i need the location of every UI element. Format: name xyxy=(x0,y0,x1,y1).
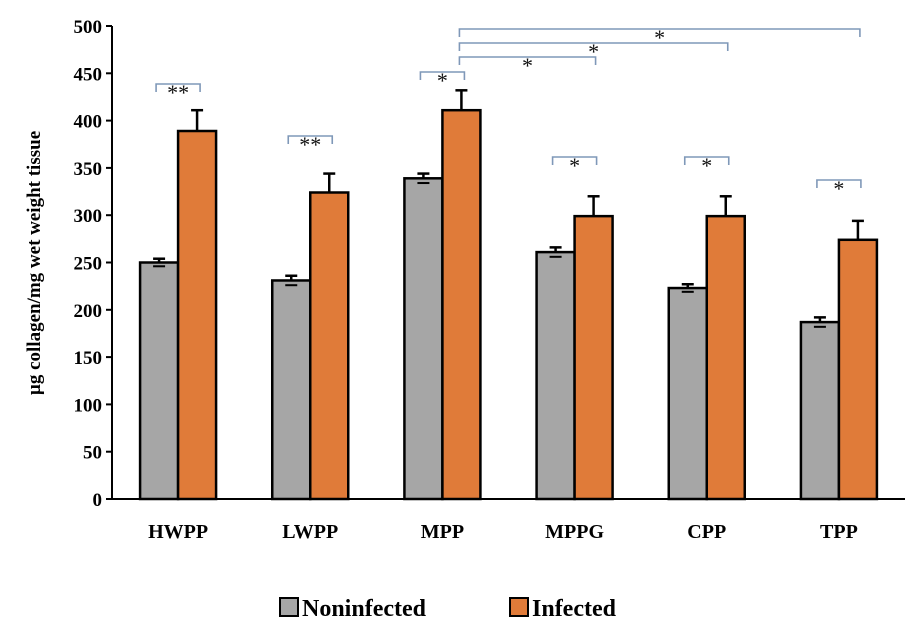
bracket-mpp-vs-cpp: * xyxy=(458,39,729,64)
bracket-within-cpp: * xyxy=(683,153,730,178)
bracket-mpp-vs-mppg: * xyxy=(458,53,597,78)
significance-label: * xyxy=(522,53,533,78)
y-tick-label: 100 xyxy=(74,395,103,416)
y-tick-label: 0 xyxy=(93,490,103,511)
bar-infected-hwpp xyxy=(176,129,218,501)
bracket-within-mpp: * xyxy=(419,68,466,93)
y-axis: 0 50 100 150 200 250 300 350 400 450 500 xyxy=(74,17,905,511)
x-axis-categories: HWPP LWPP MPP MPPG CPP TPP xyxy=(148,521,858,543)
bracket-line xyxy=(551,156,598,165)
y-tick-label: 150 xyxy=(74,348,103,369)
bar-noninfected-mpp xyxy=(403,177,444,501)
x-category-label: HWPP xyxy=(148,521,208,543)
y-tick-label: 350 xyxy=(74,159,103,180)
bars xyxy=(138,108,879,501)
y-tick-label: 250 xyxy=(74,254,103,275)
significance-label: * xyxy=(588,39,599,64)
bracket-mpp-vs-tpp: * xyxy=(458,25,861,50)
legend-item-noninfected: Noninfected xyxy=(279,596,427,622)
bar-noninfected-hwpp xyxy=(138,261,180,501)
legend-item-infected: Infected xyxy=(509,596,617,622)
bracket-line xyxy=(458,42,729,51)
significance-label: * xyxy=(654,25,665,50)
legend-label: Noninfected xyxy=(302,596,427,622)
x-category-label: TPP xyxy=(820,521,858,543)
significance-label: * xyxy=(833,176,844,201)
bracket-line xyxy=(816,179,862,188)
bracket-line xyxy=(287,135,334,144)
y-tick-label: 300 xyxy=(74,206,103,227)
bracket-line xyxy=(458,56,597,65)
legend-label: Infected xyxy=(532,596,617,622)
y-tick-label: 450 xyxy=(74,64,103,85)
significance-label: * xyxy=(701,153,712,178)
x-category-label: MPP xyxy=(421,521,464,543)
legend: Noninfected Infected xyxy=(279,596,617,622)
legend-swatch xyxy=(279,597,299,617)
bracket-within-tpp: * xyxy=(816,176,862,201)
y-tick-label: 400 xyxy=(74,112,103,133)
significance-label: * xyxy=(437,68,448,93)
y-tick-label: 200 xyxy=(74,301,103,322)
bar-noninfected-mppg xyxy=(535,250,576,501)
bar-infected-mppg xyxy=(573,214,614,501)
bar-noninfected-tpp xyxy=(799,320,841,501)
bracket-within-hwpp: ** xyxy=(155,80,201,105)
bar-infected-mpp xyxy=(441,108,482,501)
significance-label: * xyxy=(569,153,580,178)
bracket-line xyxy=(419,71,466,80)
x-category-label: LWPP xyxy=(282,521,338,543)
bar-infected-tpp xyxy=(837,238,879,501)
significance-label: ** xyxy=(167,80,189,105)
bracket-line xyxy=(155,83,201,92)
significance-label: ** xyxy=(299,132,321,157)
x-category-label: CPP xyxy=(687,521,726,543)
y-axis-title: µg collagen/mg wet weight tissue xyxy=(24,131,45,395)
bar-noninfected-cpp xyxy=(667,286,708,501)
bracket-line xyxy=(683,156,730,165)
bracket-within-mppg: * xyxy=(551,153,598,178)
significance-brackets: ****** ***** xyxy=(155,25,862,201)
bar-noninfected-lwpp xyxy=(271,279,312,501)
y-tick-label: 500 xyxy=(74,17,103,38)
bar-infected-cpp xyxy=(705,214,746,501)
bar-infected-lwpp xyxy=(309,191,350,501)
bracket-line xyxy=(458,28,861,37)
legend-swatch xyxy=(509,597,529,617)
x-category-label: MPPG xyxy=(545,521,604,543)
bracket-within-lwpp: ** xyxy=(287,132,334,157)
error-bars xyxy=(153,89,864,328)
y-tick-label: 50 xyxy=(83,443,102,464)
